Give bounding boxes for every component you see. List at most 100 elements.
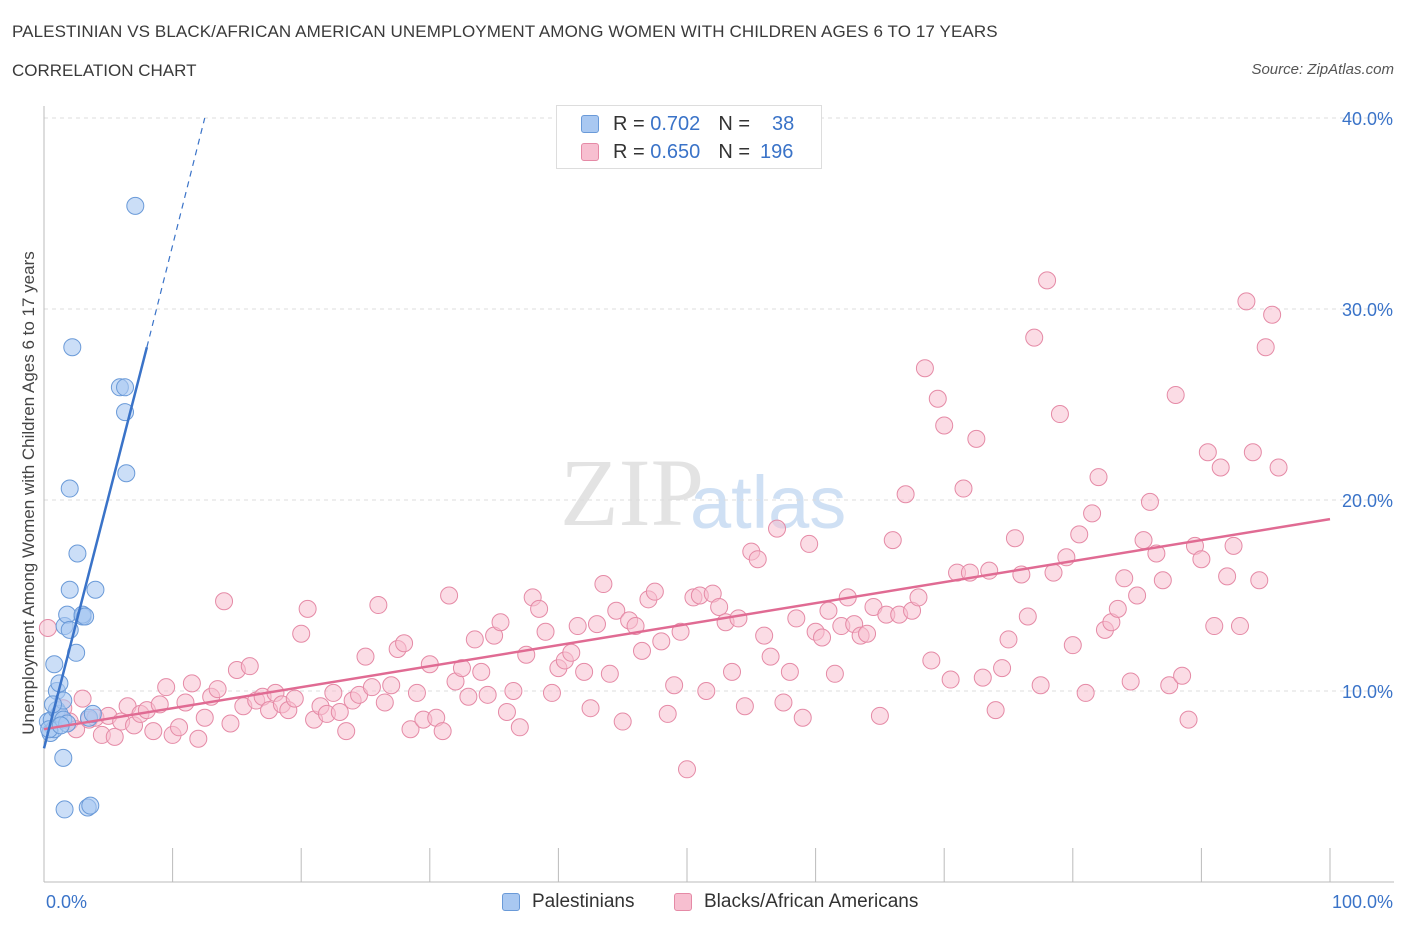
data-point-blacks xyxy=(967,429,986,448)
data-point-blacks xyxy=(954,479,973,498)
data-point-blacks xyxy=(478,685,497,704)
data-point-blacks xyxy=(375,693,394,712)
legend-n-label: N = xyxy=(718,140,750,163)
data-point-blacks xyxy=(729,609,748,628)
data-point-blacks xyxy=(941,670,960,689)
data-point-blacks xyxy=(1243,443,1262,462)
data-point-blacks xyxy=(1250,571,1269,590)
legend-r-label: R = xyxy=(613,140,645,163)
data-point-blacks xyxy=(504,682,523,700)
data-point-blacks xyxy=(1237,292,1256,311)
data-point-blacks xyxy=(1205,617,1224,636)
data-point-blacks xyxy=(1038,271,1057,290)
data-point-blacks xyxy=(858,624,877,643)
data-point-blacks xyxy=(575,662,594,681)
legend-r-value: 0.650 xyxy=(650,140,701,163)
data-point-blacks xyxy=(1173,666,1192,685)
data-point-blacks xyxy=(472,662,491,681)
data-point-blacks xyxy=(935,416,954,435)
data-point-blacks xyxy=(182,674,201,693)
data-point-blacks xyxy=(1211,458,1230,477)
data-point-blacks xyxy=(362,678,381,697)
data-point-blacks xyxy=(208,680,227,699)
data-point-blacks xyxy=(401,720,420,739)
data-point-blacks xyxy=(1070,525,1089,544)
data-point-blacks xyxy=(896,485,915,504)
chart-subtitle: CORRELATION CHART xyxy=(12,61,197,80)
data-point-blacks xyxy=(1198,443,1217,462)
data-point-blacks xyxy=(587,615,606,634)
data-point-blacks xyxy=(774,693,793,712)
trend-line-blacks xyxy=(43,517,1331,731)
data-point-blacks xyxy=(986,701,1005,720)
data-point-blacks xyxy=(1044,563,1063,582)
data-point-blacks xyxy=(1050,405,1069,424)
data-point-blacks xyxy=(1224,536,1243,555)
data-point-blacks xyxy=(369,596,388,615)
data-point-blacks xyxy=(1218,567,1237,586)
data-point-blacks xyxy=(491,613,510,632)
data-point-blacks xyxy=(542,683,561,702)
data-point-blacks xyxy=(176,693,195,712)
data-point-blacks xyxy=(285,689,304,708)
legend-item-palestinians: Palestinians xyxy=(502,889,634,915)
data-point-blacks xyxy=(1153,571,1172,590)
data-point-palestinians xyxy=(55,800,74,819)
data-point-blacks xyxy=(298,599,317,618)
data-point-blacks xyxy=(735,697,754,716)
data-point-palestinians xyxy=(58,605,77,624)
data-point-blacks xyxy=(530,599,549,618)
trend-line-palestinians-extension xyxy=(146,117,206,348)
data-point-blacks xyxy=(195,708,214,727)
data-point-blacks xyxy=(1031,676,1050,695)
data-point-blacks xyxy=(1083,504,1102,523)
data-point-blacks xyxy=(38,618,57,637)
data-point-blacks xyxy=(1121,672,1140,691)
data-point-blacks xyxy=(1005,529,1024,548)
watermark-atlas: atlas xyxy=(690,461,846,544)
data-point-blacks xyxy=(671,622,690,641)
data-point-blacks xyxy=(189,729,208,748)
data-point-blacks xyxy=(568,617,587,636)
data-point-blacks xyxy=(780,662,799,681)
data-point-blacks xyxy=(459,687,478,706)
data-point-blacks xyxy=(819,601,838,620)
data-point-blacks xyxy=(240,657,259,676)
data-point-palestinians xyxy=(86,580,105,599)
trend-line-palestinians xyxy=(42,346,149,749)
legend-label-palestinians: Palestinians xyxy=(532,891,635,912)
data-point-palestinians xyxy=(45,655,64,674)
data-point-blacks xyxy=(883,531,902,550)
y-tick-label: 20.0% xyxy=(1342,491,1393,511)
x-tick-label: 0.0% xyxy=(46,892,87,912)
data-point-blacks xyxy=(1115,569,1134,588)
axes xyxy=(43,106,1394,883)
data-point-blacks xyxy=(973,668,992,687)
data-point-blacks xyxy=(755,626,774,645)
data-point-blacks xyxy=(607,601,626,620)
data-point-blacks xyxy=(613,712,632,731)
data-point-blacks xyxy=(993,659,1012,678)
data-point-blacks xyxy=(1263,305,1282,324)
data-point-palestinians xyxy=(60,479,79,498)
data-point-blacks xyxy=(723,662,742,681)
data-point-blacks xyxy=(922,651,941,670)
data-point-palestinians xyxy=(126,196,145,215)
data-point-blacks xyxy=(73,689,92,708)
data-point-blacks xyxy=(632,641,651,660)
data-point-blacks xyxy=(678,760,696,779)
data-point-blacks xyxy=(710,597,729,616)
x-tick-label: 100.0% xyxy=(1332,892,1393,912)
data-point-blacks xyxy=(536,622,555,641)
data-point-blacks xyxy=(1256,338,1275,357)
data-point-blacks xyxy=(999,630,1018,649)
data-point-blacks xyxy=(170,718,189,737)
data-point-blacks xyxy=(928,389,947,408)
data-point-blacks xyxy=(1128,586,1147,605)
watermark-zip: ZIP xyxy=(560,439,704,546)
data-point-palestinians xyxy=(68,544,87,563)
data-point-blacks xyxy=(825,664,844,683)
data-point-palestinians xyxy=(117,464,136,483)
data-point-palestinians xyxy=(81,796,100,815)
data-point-blacks xyxy=(1269,458,1288,477)
